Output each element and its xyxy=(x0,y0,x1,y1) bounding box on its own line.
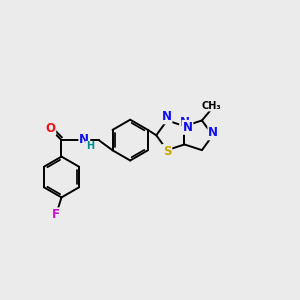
Text: N: N xyxy=(79,133,89,146)
Text: CH₃: CH₃ xyxy=(202,101,222,111)
Text: N: N xyxy=(180,116,190,129)
Text: S: S xyxy=(163,145,171,158)
Text: F: F xyxy=(52,208,60,221)
Text: N: N xyxy=(208,126,218,140)
Text: N: N xyxy=(161,110,171,123)
Text: H: H xyxy=(85,141,94,152)
Text: N: N xyxy=(182,121,193,134)
Text: O: O xyxy=(45,122,55,135)
